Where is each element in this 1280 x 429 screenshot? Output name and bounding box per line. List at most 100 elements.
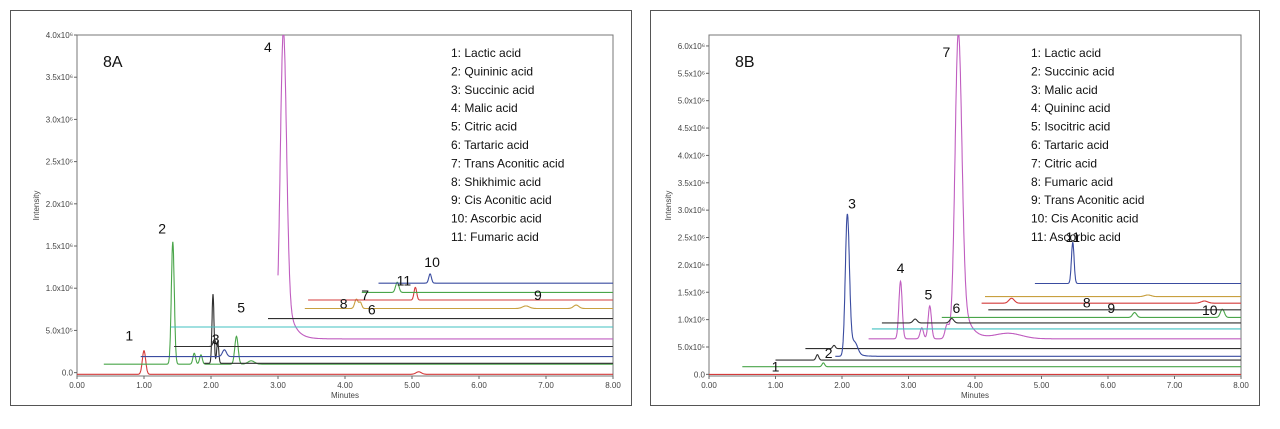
peak-label: 9: [534, 287, 542, 303]
legend-entry: 1: Lactic acid: [1031, 46, 1101, 60]
series-trace: [742, 362, 1241, 368]
y-axis-label: Intensity: [32, 191, 41, 221]
series-trace: [981, 297, 1241, 304]
legend-entry: 7: Trans Aconitic acid: [451, 156, 564, 170]
y-tick-label: 6.0x10⁶: [678, 42, 705, 51]
peak-label: 11: [1065, 229, 1080, 245]
legend-entry: 8: Shikhimic acid: [451, 175, 541, 189]
legend-entry: 11: Fumaric acid: [451, 230, 539, 244]
series-trace: [1034, 242, 1241, 285]
x-tick-label: 1.00: [768, 381, 784, 390]
peak-label: 1: [772, 359, 780, 375]
x-tick-label: 8.00: [605, 381, 621, 390]
legend-entry: 9: Trans Aconitic acid: [1031, 193, 1144, 207]
legend-entry: 6: Tartaric acid: [451, 138, 529, 152]
series-trace: [204, 294, 613, 364]
legend-entry: 3: Malic acid: [1031, 83, 1098, 97]
series-trace: [805, 344, 1241, 350]
peak-label: 7: [943, 44, 951, 60]
legend-entry: 5: Isocitric acid: [1031, 120, 1110, 134]
series-trace: [941, 308, 1241, 318]
peak-label: 1: [125, 328, 133, 344]
x-tick-label: 1.00: [136, 381, 152, 390]
x-tick-label: 0.00: [701, 381, 717, 390]
y-tick-label: 4.0x10⁶: [46, 31, 73, 40]
plot-frame: [708, 34, 1242, 377]
chart-panel-8b: 0.0 5.0x10⁵ 1.0x10⁶ 1.5x10⁶ 2.0x10⁶ 2.5x10⁶ 3.…: [650, 10, 1260, 406]
series-trace: [361, 281, 613, 293]
panel-label: 8B: [735, 54, 755, 71]
x-tick-label: 7.00: [538, 381, 554, 390]
peak-label: 10: [424, 254, 440, 270]
peak-label: 10: [1202, 302, 1218, 318]
y-tick-label: 1.0x10⁶: [46, 284, 73, 293]
y-tick-label: 4.0x10⁶: [678, 151, 705, 160]
peak-label: 5: [925, 286, 933, 302]
peak-label: 2: [158, 220, 166, 236]
x-tick-label: 6.00: [471, 381, 487, 390]
legend-entry: 3: Succinic acid: [451, 83, 534, 97]
y-tick-label: 2.0x10⁶: [678, 261, 705, 270]
series-trace: [378, 273, 613, 284]
legend-entry: 10: Cis Aconitic acid: [1031, 212, 1138, 226]
series-trace: [277, 35, 613, 340]
x-tick-label: 0.00: [69, 381, 85, 390]
series-trace: [308, 286, 613, 301]
y-tick-label: 4.5x10⁶: [678, 124, 705, 133]
peak-label: 3: [848, 196, 856, 212]
x-tick-label: 4.00: [337, 381, 353, 390]
y-tick-label: 1.0x10⁶: [678, 316, 705, 325]
chart-panel-8a: 0.0 5.0x10⁵ 1.0x10⁶ 1.5x10⁶ 2.0x10⁶ 2.5x10⁶ 3.…: [10, 10, 632, 406]
y-tick-label: 2.0x10⁶: [46, 200, 73, 209]
x-tick-label: 2.00: [834, 381, 850, 390]
peak-label: 3: [212, 331, 220, 347]
series-trace: [304, 298, 613, 310]
y-tick-label: 5.0x10⁵: [678, 343, 705, 352]
legend-entry: 2: Succinic acid: [1031, 64, 1114, 78]
series-trace: [140, 349, 613, 358]
y-axis-label: Intensity: [664, 191, 673, 221]
x-axis-label: Minutes: [961, 391, 989, 400]
y-tick-label: 5.0x10⁶: [678, 97, 705, 106]
y-tick-label: 3.0x10⁶: [678, 206, 705, 215]
legend-entry: 1: Lactic acid: [451, 46, 521, 60]
series-trace: [881, 317, 1241, 324]
series-trace: [174, 339, 613, 348]
legend-entry: 4: Malic acid: [451, 101, 518, 115]
y-tick-label: 3.5x10⁶: [678, 179, 705, 188]
x-tick-label: 4.00: [967, 381, 983, 390]
x-tick-label: 3.00: [901, 381, 917, 390]
peak-label: 6: [368, 301, 376, 317]
peak-label: 11: [397, 273, 412, 289]
y-tick-label: 0.0: [694, 370, 706, 379]
peak-label: 8: [340, 295, 348, 311]
x-tick-label: 8.00: [1233, 381, 1249, 390]
peak-label: 6: [952, 300, 960, 316]
y-tick-label: 3.5x10⁶: [46, 73, 73, 82]
legend-entry: 6: Tartaric acid: [1031, 138, 1109, 152]
y-tick-label: 1.5x10⁶: [46, 242, 73, 251]
legend-entry: 8: Fumaric acid: [1031, 175, 1113, 189]
x-tick-label: 5.00: [1034, 381, 1050, 390]
legend-entry: 5: Citric acid: [451, 120, 517, 134]
peak-label: 2: [825, 345, 833, 361]
series-trace: [868, 35, 1241, 340]
series-trace: [103, 241, 613, 365]
x-axis-label: Minutes: [331, 391, 359, 400]
series-trace: [985, 294, 1241, 298]
x-tick-label: 3.00: [270, 381, 286, 390]
y-tick-label: 5.5x10⁶: [678, 69, 705, 78]
series-trace: [77, 349, 613, 375]
legend-entry: 11: Ascorbic acid: [1031, 230, 1121, 244]
peak-label: 9: [1107, 300, 1115, 316]
peak-label: 7: [361, 287, 369, 303]
chromatogram-8b: 0.0 5.0x10⁵ 1.0x10⁶ 1.5x10⁶ 2.0x10⁶ 2.5x10⁶ 3.…: [664, 34, 1249, 400]
legend-entry: 10: Ascorbic acid: [451, 212, 542, 226]
series-trace: [835, 213, 1241, 357]
y-tick-label: 0.0: [62, 369, 74, 378]
y-tick-label: 1.5x10⁶: [678, 288, 705, 297]
y-tick-label: 5.0x10⁵: [46, 326, 73, 335]
y-tick-label: 3.0x10⁶: [46, 115, 73, 124]
legend-entry: 2: Quininic acid: [451, 64, 533, 78]
x-tick-label: 7.00: [1167, 381, 1183, 390]
